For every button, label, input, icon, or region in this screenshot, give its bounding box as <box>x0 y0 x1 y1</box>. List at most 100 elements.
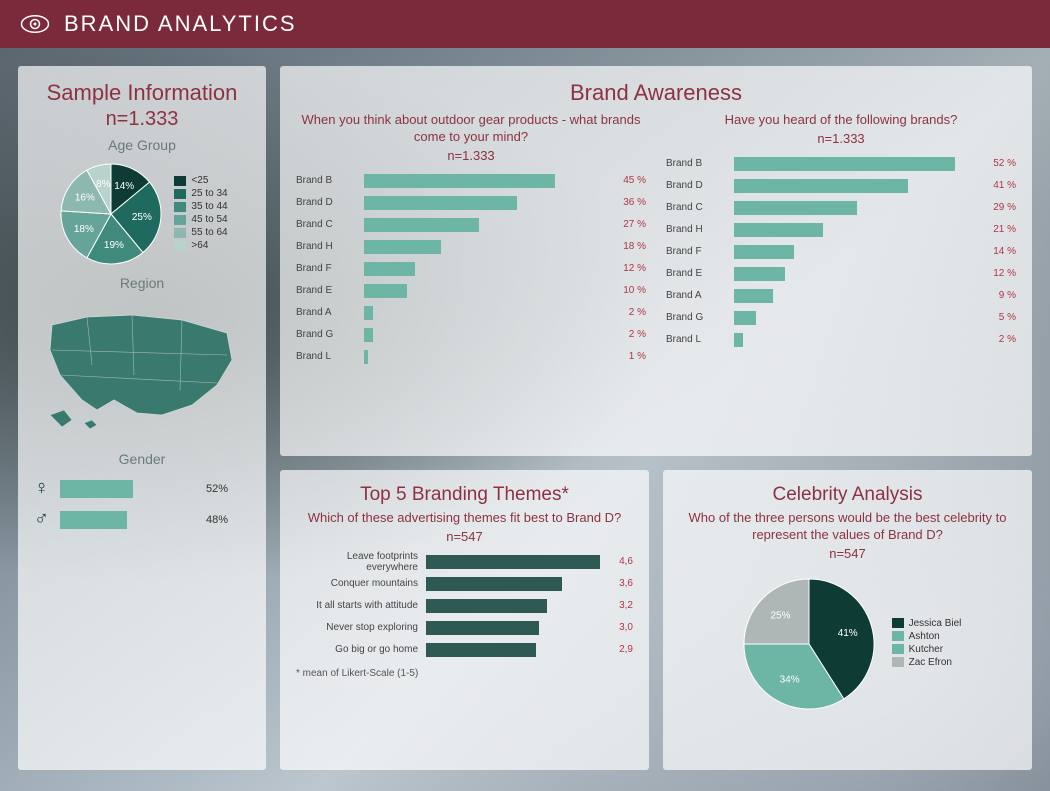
awareness-left-bars: Brand B45 %Brand D36 %Brand C27 %Brand H… <box>296 171 646 446</box>
bar-label: Never stop exploring <box>296 622 426 633</box>
bar-fill <box>426 599 547 613</box>
bar-fill <box>364 328 373 342</box>
bar-row: Never stop exploring 3,0 <box>296 618 633 638</box>
pie-slice-label: 16% <box>75 192 95 203</box>
bar-label: Brand H <box>666 224 734 235</box>
legend-label: Kutcher <box>909 644 943 655</box>
region-map <box>34 295 250 445</box>
bar-row: Leave footprints everywhere4,6 <box>296 552 633 572</box>
bar-value: 1 % <box>629 351 646 362</box>
app-header: BRAND ANALYTICS <box>0 0 1050 48</box>
legend-item: 45 to 54 <box>174 214 227 225</box>
bar-fill <box>734 223 823 237</box>
bar-row: Brand A9 % <box>666 286 1016 306</box>
legend-label: 25 to 34 <box>191 188 227 199</box>
bar-fill <box>364 174 555 188</box>
legend-item: >64 <box>174 240 227 251</box>
bar-row: Brand H 18 % <box>296 237 646 257</box>
bar-label: Conquer mountains <box>296 578 426 589</box>
gender-value: 48% <box>206 514 228 526</box>
bar-row: Brand G 5 % <box>666 308 1016 328</box>
awareness-right: Have you heard of the following brands? … <box>666 108 1016 446</box>
bar-value: 45 % <box>623 175 646 186</box>
gender-icon: ♂ <box>34 508 60 531</box>
bar-label: Brand G <box>296 329 364 340</box>
bar-row: Brand A2 % <box>296 303 646 323</box>
bar-value: 5 % <box>999 312 1016 323</box>
pie-slice-label: 34% <box>779 674 799 685</box>
bar-fill <box>426 555 600 569</box>
celebrity-q: Who of the three persons would be the be… <box>679 510 1016 544</box>
age-legend: <2525 to 3435 to 4445 to 5455 to 64>64 <box>174 175 227 253</box>
bar-label: Brand A <box>296 307 364 318</box>
pie-slice-label: 19% <box>104 240 124 251</box>
bar-row: It all starts with attitude3,2 <box>296 596 633 616</box>
legend-item: Jessica Biel <box>892 618 962 629</box>
bar-value: 21 % <box>993 224 1016 235</box>
bar-row: Brand E 10 % <box>296 281 646 301</box>
legend-item: Zac Efron <box>892 657 962 668</box>
bar-fill <box>426 621 539 635</box>
bar-label: Brand F <box>296 263 364 274</box>
bar-fill <box>364 196 517 210</box>
celebrity-legend: Jessica Biel Ashton Kutcher Zac Efron <box>892 618 962 670</box>
bar-label: Brand F <box>666 246 734 257</box>
bar-label: Brand D <box>296 197 364 208</box>
bar-value: 4,6 <box>619 556 633 567</box>
bar-label: Brand B <box>666 158 734 169</box>
legend-label: Ashton <box>909 631 940 642</box>
bar-label: Brand H <box>296 241 364 252</box>
bar-label: Brand B <box>296 175 364 186</box>
bar-label: Brand A <box>666 290 734 301</box>
legend-swatch <box>174 215 186 225</box>
pie-slice-label: 8% <box>96 179 111 190</box>
bar-row: Brand D41 % <box>666 176 1016 196</box>
bar-row: Brand B 45 % <box>296 171 646 191</box>
bar-label: Brand L <box>666 334 734 345</box>
bar-value: 3,0 <box>619 622 633 633</box>
bar-label: Brand C <box>666 202 734 213</box>
bar-row: Brand D36 % <box>296 193 646 213</box>
bar-fill <box>734 267 785 281</box>
themes-title: Top 5 Branding Themes* <box>296 484 633 506</box>
bar-label: Brand G <box>666 312 734 323</box>
gender-track <box>60 511 200 529</box>
bar-fill <box>734 289 773 303</box>
awareness-left-n: n=1.333 <box>296 148 646 163</box>
awareness-left-q: When you think about outdoor gear produc… <box>296 112 646 146</box>
pie-slice-label: 25% <box>132 212 152 223</box>
sample-title: Sample Information <box>34 80 250 106</box>
bar-value: 18 % <box>623 241 646 252</box>
age-pie-chart: 14%25%19%18%16%8% <box>56 159 166 269</box>
awareness-right-bars: Brand B52 %Brand D41 %Brand C29 %Brand H… <box>666 154 1016 446</box>
bar-fill <box>364 218 479 232</box>
bar-row: Conquer mountains3,6 <box>296 574 633 594</box>
pie-slice-label: 25% <box>770 610 790 621</box>
awareness-title: Brand Awareness <box>296 80 1016 106</box>
gender-row: ♂ 48% <box>34 508 250 531</box>
bar-value: 3,2 <box>619 600 633 611</box>
bar-label: Brand E <box>666 268 734 279</box>
gender-fill <box>60 511 127 529</box>
legend-swatch <box>174 241 186 251</box>
legend-item: Ashton <box>892 631 962 642</box>
gender-label: Gender <box>34 451 250 467</box>
bar-row: Brand L1 % <box>296 347 646 367</box>
bar-fill <box>734 201 857 215</box>
bar-fill <box>426 643 536 657</box>
legend-item: 25 to 34 <box>174 188 227 199</box>
bar-label: Brand E <box>296 285 364 296</box>
age-group-label: Age Group <box>34 137 250 153</box>
bar-row: Brand H 21 % <box>666 220 1016 240</box>
pie-slice-label: 14% <box>115 181 135 192</box>
themes-footnote: * mean of Likert-Scale (1-5) <box>296 668 633 679</box>
themes-n: n=547 <box>296 529 633 544</box>
awareness-right-q: Have you heard of the following brands? <box>666 112 1016 129</box>
gender-chart: ♀52%♂48% <box>34 477 250 531</box>
bar-fill <box>364 350 368 364</box>
bar-value: 2 % <box>999 334 1016 345</box>
legend-swatch <box>174 202 186 212</box>
bar-fill <box>734 157 955 171</box>
bar-value: 10 % <box>623 285 646 296</box>
legend-swatch <box>174 228 186 238</box>
